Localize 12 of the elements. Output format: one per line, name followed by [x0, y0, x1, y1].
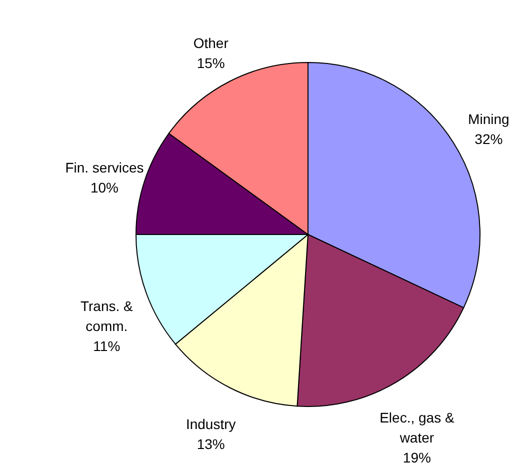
- data-label: 13%: [196, 436, 225, 452]
- slice-label: Trans. & comm.: [80, 298, 134, 334]
- data-label: 11%: [93, 338, 120, 354]
- slice-label: Fin. services: [65, 159, 144, 176]
- slice-label: Elec., gas & water: [380, 410, 455, 446]
- slice-label: Industry: [186, 416, 236, 432]
- slice-label: Mining: [468, 110, 510, 127]
- slice-label: Other: [193, 34, 229, 51]
- data-label: 15%: [196, 54, 225, 71]
- data-label: 32%: [474, 130, 503, 147]
- data-label: 19%: [402, 450, 431, 466]
- data-label: 10%: [90, 179, 118, 196]
